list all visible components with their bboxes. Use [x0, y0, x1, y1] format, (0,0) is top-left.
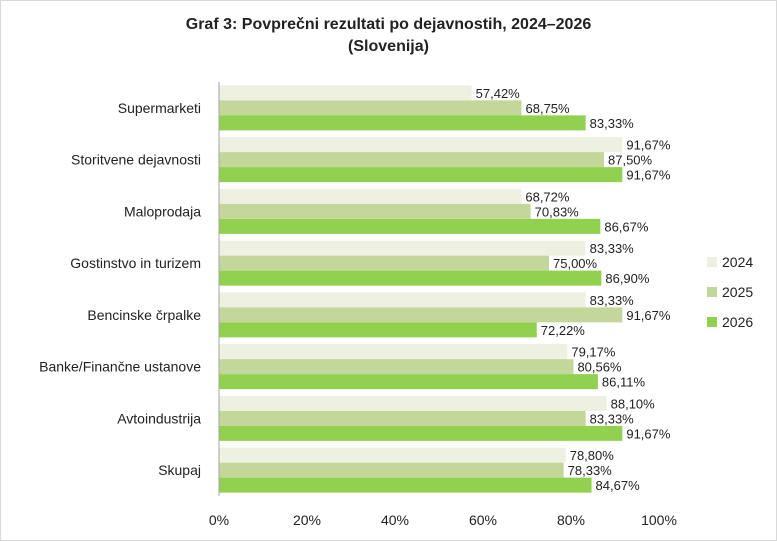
bar-2025-2 [219, 203, 531, 219]
data-label-2024-6: 88,10% [611, 396, 656, 411]
data-label-2025-6: 83,33% [590, 411, 635, 426]
bar-2025-5 [219, 359, 574, 375]
data-label-2026-6: 91,67% [626, 426, 671, 441]
bar-2024-1 [219, 137, 623, 153]
bar-2026-4 [219, 322, 537, 338]
x-tick-label-5: 100% [641, 512, 677, 528]
bar-2024-0 [219, 85, 472, 101]
bar-2026-2 [219, 218, 601, 234]
data-label-2025-4: 91,67% [626, 308, 671, 323]
data-label-2024-7: 78,80% [570, 448, 615, 463]
bar-2026-1 [219, 167, 623, 183]
data-label-2024-2: 68,72% [525, 189, 570, 204]
bar-2024-5 [219, 344, 568, 360]
legend-label-2025: 2025 [722, 284, 753, 300]
bar-2024-6 [219, 395, 607, 411]
data-label-2026-2: 86,67% [604, 219, 649, 234]
bar-2024-7 [219, 447, 566, 463]
bar-2025-0 [219, 100, 522, 116]
x-tick-label-3: 60% [469, 512, 497, 528]
bar-2026-7 [219, 477, 592, 493]
category-label-5: Banke/Finančne ustanove [39, 359, 201, 375]
data-label-2026-1: 91,67% [626, 168, 671, 183]
data-label-2025-1: 87,50% [608, 153, 653, 168]
data-label-2025-0: 68,75% [526, 101, 571, 116]
x-tick-label-4: 80% [557, 512, 585, 528]
chart-title: Graf 3: Povprečni rezultati po dejavnost… [0, 14, 777, 58]
data-label-2024-0: 57,42% [476, 86, 521, 101]
data-label-2026-0: 83,33% [590, 116, 635, 131]
bar-2025-4 [219, 307, 623, 323]
bar-2025-3 [219, 255, 549, 271]
bar-2026-5 [219, 374, 598, 390]
data-label-2025-7: 78,33% [568, 463, 613, 478]
category-label-1: Storitvene dejavnosti [71, 152, 201, 168]
legend-swatch-2026 [707, 317, 717, 327]
legend-swatch-2024 [707, 257, 717, 267]
category-label-4: Bencinske črpalke [87, 307, 201, 323]
bar-2024-4 [219, 292, 586, 308]
data-label-2024-5: 79,17% [571, 345, 616, 360]
data-label-2025-2: 70,83% [535, 204, 580, 219]
category-label-7: Skupaj [158, 462, 201, 478]
category-label-2: Maloprodaja [124, 203, 201, 219]
data-label-2024-4: 83,33% [590, 293, 635, 308]
legend-label-2026: 2026 [722, 314, 753, 330]
data-label-2024-3: 83,33% [590, 241, 635, 256]
bar-2025-7 [219, 462, 564, 478]
data-label-2025-3: 75,00% [553, 256, 598, 271]
data-label-2026-4: 72,22% [541, 323, 586, 338]
chart-title-line-2: (Slovenija) [348, 38, 429, 55]
bar-2024-3 [219, 240, 586, 256]
legend-swatch-2025 [707, 287, 717, 297]
category-label-0: Supermarketi [118, 100, 201, 116]
x-tick-label-1: 20% [293, 512, 321, 528]
x-tick-label-2: 40% [381, 512, 409, 528]
data-label-2024-1: 91,67% [626, 138, 671, 153]
x-tick-label-0: 0% [209, 512, 229, 528]
bar-2025-1 [219, 152, 604, 168]
bar-2025-6 [219, 410, 586, 426]
bar-2026-6 [219, 425, 623, 441]
data-label-2025-5: 80,56% [577, 360, 622, 375]
chart-title-line-1: Graf 3: Povprečni rezultati po dejavnost… [185, 16, 592, 33]
bar-2026-3 [219, 270, 602, 286]
data-label-2026-3: 86,90% [605, 271, 650, 286]
data-label-2026-5: 86,11% [602, 375, 646, 390]
legend-label-2024: 2024 [722, 254, 753, 270]
bar-2024-2 [219, 188, 522, 204]
category-label-6: Avtoindustrija [117, 410, 201, 426]
data-label-2026-7: 84,67% [596, 478, 641, 493]
bar-2026-0 [219, 115, 586, 131]
category-label-3: Gostinstvo in turizem [70, 255, 201, 271]
